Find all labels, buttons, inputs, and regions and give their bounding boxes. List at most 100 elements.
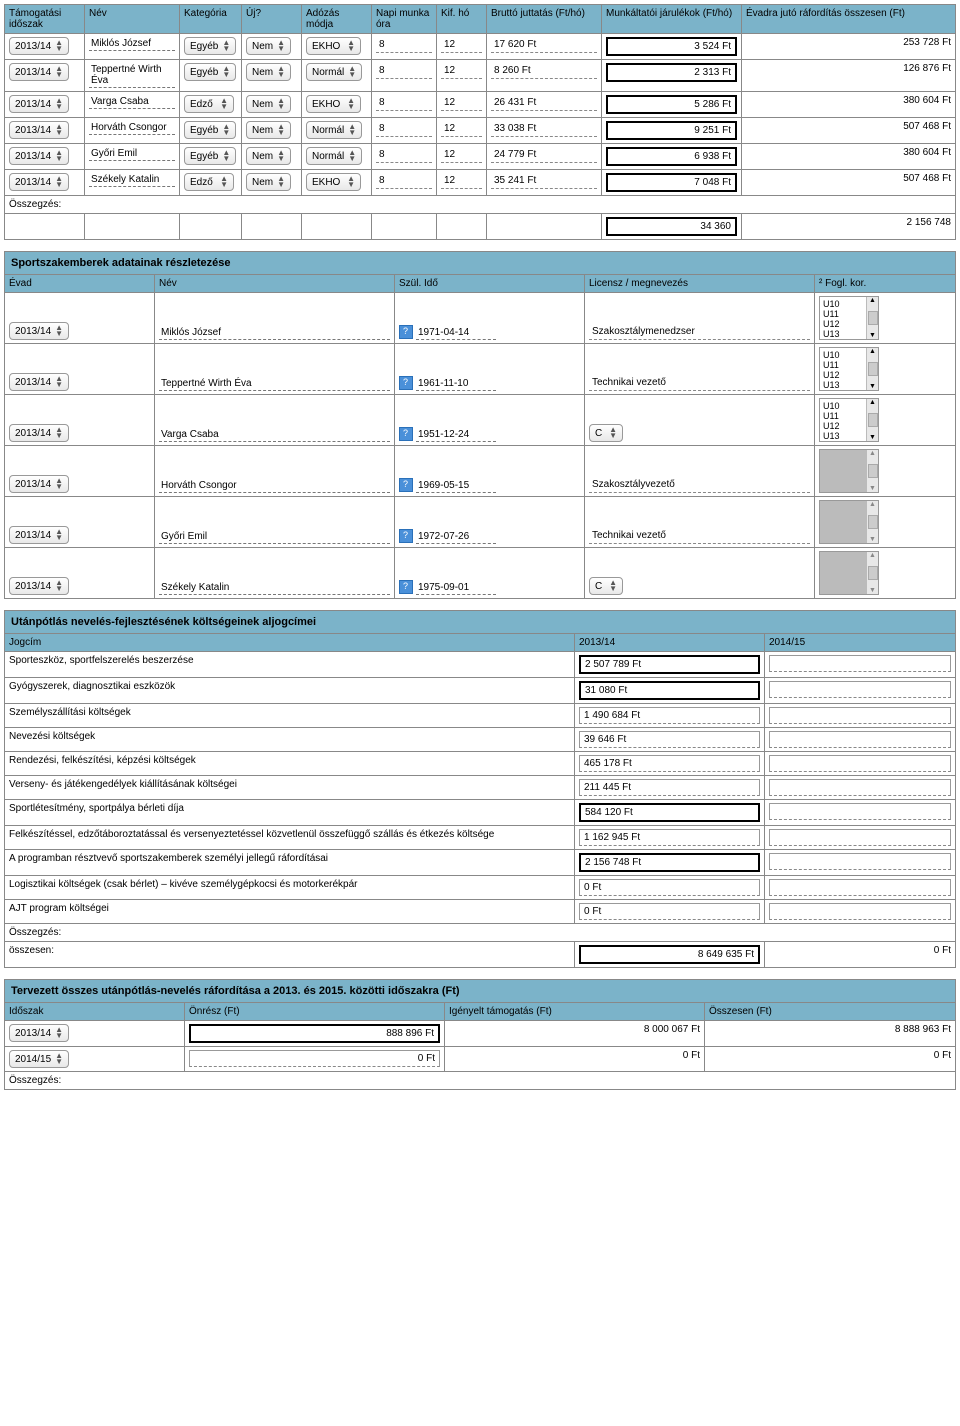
months-cell[interactable]: 12 (441, 63, 482, 79)
cost-value-2013[interactable]: 465 178 Ft (579, 755, 760, 772)
select-control[interactable]: 2013/14▲▼ (9, 577, 69, 595)
gross-cell[interactable]: 8 260 Ft (491, 63, 597, 79)
name-input[interactable]: Teppertné Wirth Éva (89, 63, 175, 88)
license-text[interactable]: Technikai vezető (589, 528, 810, 544)
cost-value-2013[interactable]: 0 Ft (579, 879, 760, 896)
select-control[interactable]: EKHO▲▼ (306, 95, 361, 113)
cost-value-2013[interactable]: 211 445 Ft (579, 779, 760, 796)
hours-cell[interactable]: 8 (376, 121, 432, 137)
select-control[interactable]: 2013/14▲▼ (9, 147, 69, 165)
select-control[interactable]: Normál▲▼ (306, 147, 362, 165)
dob-input[interactable]: 1969-05-15 (416, 479, 496, 493)
name-input[interactable]: Varga Csaba (159, 428, 390, 442)
calendar-icon[interactable] (399, 427, 413, 441)
gross-cell[interactable]: 33 038 Ft (491, 121, 597, 137)
name-input[interactable]: Győri Emil (159, 530, 390, 544)
license-text[interactable]: Szakosztályvezető (589, 477, 810, 493)
select-control[interactable]: EKHO▲▼ (306, 37, 361, 55)
select-control[interactable]: Egyéb▲▼ (184, 37, 236, 55)
cost-value-2014[interactable] (769, 829, 951, 846)
hours-cell[interactable]: 8 (376, 37, 432, 53)
calendar-icon[interactable] (399, 580, 413, 594)
gross-cell[interactable]: 26 431 Ft (491, 95, 597, 111)
select-control[interactable]: Nem▲▼ (246, 37, 291, 55)
select-control[interactable]: Nem▲▼ (246, 147, 291, 165)
name-input[interactable]: Horváth Csongor (89, 121, 175, 135)
months-cell[interactable]: 12 (441, 147, 482, 163)
cost-value-2014[interactable] (769, 755, 951, 772)
months-cell[interactable]: 12 (441, 37, 482, 53)
select-control[interactable]: 2013/14▲▼ (9, 475, 69, 493)
hours-cell[interactable]: 8 (376, 173, 432, 189)
select-control[interactable]: Edző▲▼ (184, 173, 234, 191)
age-listbox[interactable]: U10U11U12U13▲▼ (819, 347, 879, 391)
cost-value-2014[interactable] (769, 707, 951, 724)
select-control[interactable]: 2013/14▲▼ (9, 322, 69, 340)
cost-value-2013[interactable]: 1 162 945 Ft (579, 829, 760, 846)
age-listbox[interactable]: ▲▼ (819, 449, 879, 493)
age-listbox[interactable]: ▲▼ (819, 551, 879, 595)
cost-value-2013[interactable]: 0 Ft (579, 903, 760, 920)
cost-value-2014[interactable] (769, 779, 951, 796)
select-control[interactable]: Normál▲▼ (306, 121, 362, 139)
name-input[interactable]: Miklós József (89, 37, 175, 51)
cost-value-2014[interactable] (769, 655, 951, 672)
cost-value-2013[interactable]: 39 646 Ft (579, 731, 760, 748)
cost-value-2014[interactable] (769, 803, 951, 820)
name-input[interactable]: Miklós József (159, 326, 390, 340)
select-control[interactable]: Egyéb▲▼ (184, 121, 236, 139)
select-control[interactable]: 2013/14▲▼ (9, 37, 69, 55)
dob-input[interactable]: 1951-12-24 (416, 428, 496, 442)
select-control[interactable]: Nem▲▼ (246, 121, 291, 139)
months-cell[interactable]: 12 (441, 173, 482, 189)
cost-value-2014[interactable] (769, 879, 951, 896)
select-control[interactable]: 2013/14▲▼ (9, 121, 69, 139)
hours-cell[interactable]: 8 (376, 95, 432, 111)
hours-cell[interactable]: 8 (376, 147, 432, 163)
select-control[interactable]: Egyéb▲▼ (184, 63, 236, 81)
dob-input[interactable]: 1975-09-01 (416, 581, 496, 595)
cost-value-2014[interactable] (769, 731, 951, 748)
age-listbox[interactable]: ▲▼ (819, 500, 879, 544)
select-control[interactable]: 2013/14▲▼ (9, 63, 69, 81)
dob-input[interactable]: 1971-04-14 (416, 326, 496, 340)
cost-value-2014[interactable] (769, 853, 951, 870)
name-input[interactable]: Horváth Csongor (159, 479, 390, 493)
license-text[interactable]: Szakosztálymenedzser (589, 324, 810, 340)
select-control[interactable]: 2013/14▲▼ (9, 95, 69, 113)
months-cell[interactable]: 12 (441, 121, 482, 137)
select-control[interactable]: Nem▲▼ (246, 173, 291, 191)
select-control[interactable]: Nem▲▼ (246, 63, 291, 81)
name-input[interactable]: Győri Emil (89, 147, 175, 161)
select-control[interactable]: 2013/14▲▼ (9, 173, 69, 191)
cost-value-2013[interactable]: 1 490 684 Ft (579, 707, 760, 724)
calendar-icon[interactable] (399, 376, 413, 390)
select-control[interactable]: C▲▼ (589, 424, 623, 442)
age-listbox[interactable]: U10U11U12U13▲▼ (819, 398, 879, 442)
cost-value-2014[interactable] (769, 903, 951, 920)
dob-input[interactable]: 1972-07-26 (416, 530, 496, 544)
age-listbox[interactable]: U10U11U12U13▲▼ (819, 296, 879, 340)
select-control[interactable]: 2013/14▲▼ (9, 526, 69, 544)
gross-cell[interactable]: 35 241 Ft (491, 173, 597, 189)
select-control[interactable]: C▲▼ (589, 577, 623, 595)
dob-input[interactable]: 1961-11-10 (416, 377, 496, 391)
months-cell[interactable]: 12 (441, 95, 482, 111)
name-input[interactable]: Varga Csaba (89, 95, 175, 109)
select-control[interactable]: Normál▲▼ (306, 63, 362, 81)
hours-cell[interactable]: 8 (376, 63, 432, 79)
gross-cell[interactable]: 17 620 Ft (491, 37, 597, 53)
calendar-icon[interactable] (399, 478, 413, 492)
select-control[interactable]: Egyéb▲▼ (184, 147, 236, 165)
select-control[interactable]: Edző▲▼ (184, 95, 234, 113)
name-input[interactable]: Teppertné Wirth Éva (159, 377, 390, 391)
name-input[interactable]: Székely Katalin (89, 173, 175, 187)
select-control[interactable]: Nem▲▼ (246, 95, 291, 113)
cost-value-2014[interactable] (769, 681, 951, 698)
gross-cell[interactable]: 24 779 Ft (491, 147, 597, 163)
calendar-icon[interactable] (399, 325, 413, 339)
select-control[interactable]: 2013/14▲▼ (9, 373, 69, 391)
name-input[interactable]: Székely Katalin (159, 581, 390, 595)
select-control[interactable]: 2013/14▲▼ (9, 1024, 69, 1042)
calendar-icon[interactable] (399, 529, 413, 543)
